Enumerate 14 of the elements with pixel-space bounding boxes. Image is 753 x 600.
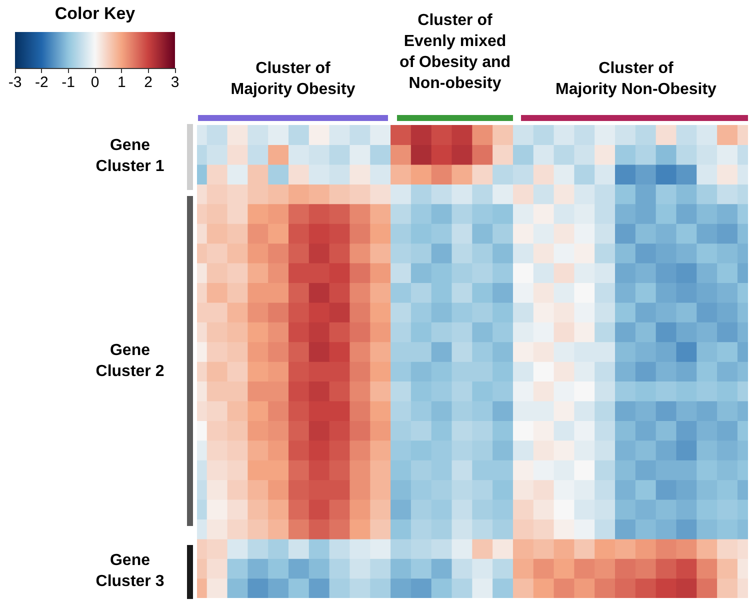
color-bar-label: 0 — [90, 74, 100, 91]
text: Gene Cluster 2 — [94, 341, 166, 382]
text: Gene Cluster 1 — [94, 136, 166, 177]
text: Gene Cluster 3 — [94, 551, 166, 592]
text: Cluster of Majority Obesity — [230, 59, 356, 100]
color-bar-title: Color Key — [54, 4, 136, 24]
color-bar-label: -2 — [34, 74, 50, 91]
color-bar-label: 3 — [170, 74, 180, 91]
color-bar-label: -3 — [7, 74, 23, 91]
color-bar-label: 1 — [116, 74, 127, 91]
text: Cluster of Evenly mixed of Obesity and Non-obesity — [398, 11, 512, 94]
color-bar-label: -1 — [60, 74, 76, 91]
color-bar-label: 2 — [143, 74, 154, 91]
text: Cluster of Majority Non-Obesity — [554, 59, 718, 100]
